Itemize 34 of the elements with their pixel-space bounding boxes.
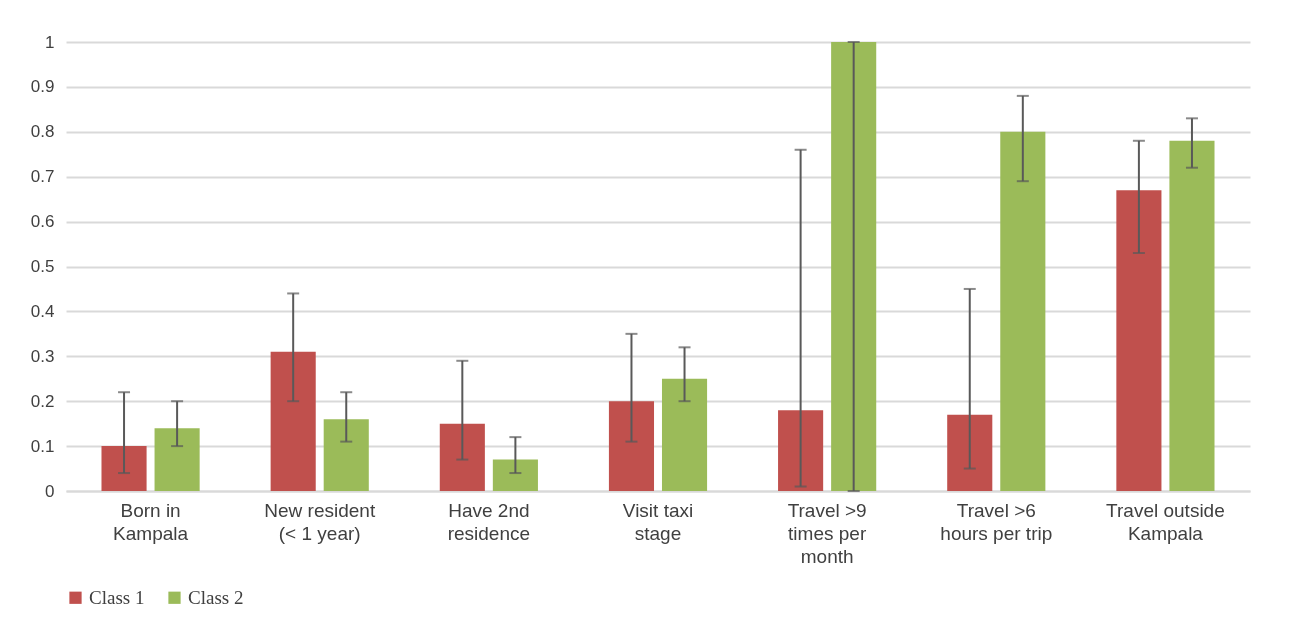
x-tick-label: Born in Kampala — [113, 499, 189, 544]
x-tick-label: Have 2nd residence — [447, 499, 531, 544]
bar — [439, 423, 485, 491]
bar — [831, 42, 877, 491]
legend-label: Class 2 — [188, 586, 244, 608]
y-tick-label: 0.7 — [30, 167, 55, 187]
x-tick-label: Travel >9 times per month — [787, 499, 867, 567]
bar — [154, 428, 200, 491]
y-tick-label: 0.2 — [30, 391, 55, 411]
y-tick-label: 0.6 — [30, 212, 55, 232]
y-tick-label: 0.1 — [30, 436, 55, 456]
bar — [492, 459, 538, 491]
bar — [323, 419, 369, 491]
y-tick-label: 0.8 — [30, 122, 55, 142]
y-tick-label: 0.5 — [30, 257, 55, 276]
bar — [1116, 190, 1162, 491]
bar — [1169, 140, 1215, 491]
y-tick-label: 1 — [45, 32, 55, 52]
bar — [270, 351, 316, 491]
y-tick-label: 0.3 — [30, 346, 55, 366]
x-tick-label: New resident (< 1 year) — [264, 499, 376, 544]
y-tick-label: 0 — [45, 481, 55, 501]
legend-label: Class 1 — [89, 586, 145, 608]
x-tick-label: Travel outside Kampala — [1106, 499, 1225, 544]
x-tick-label: Travel >6 hours per trip — [940, 499, 1053, 544]
bar — [661, 378, 708, 491]
bar — [1000, 131, 1046, 491]
y-tick-label: 0.9 — [30, 77, 55, 97]
bar — [608, 401, 655, 491]
bar — [101, 446, 147, 491]
bar — [947, 414, 993, 491]
y-tick-label: 0.4 — [30, 301, 55, 321]
bar — [778, 410, 824, 491]
x-tick-label: Visit taxi stage — [622, 499, 694, 544]
